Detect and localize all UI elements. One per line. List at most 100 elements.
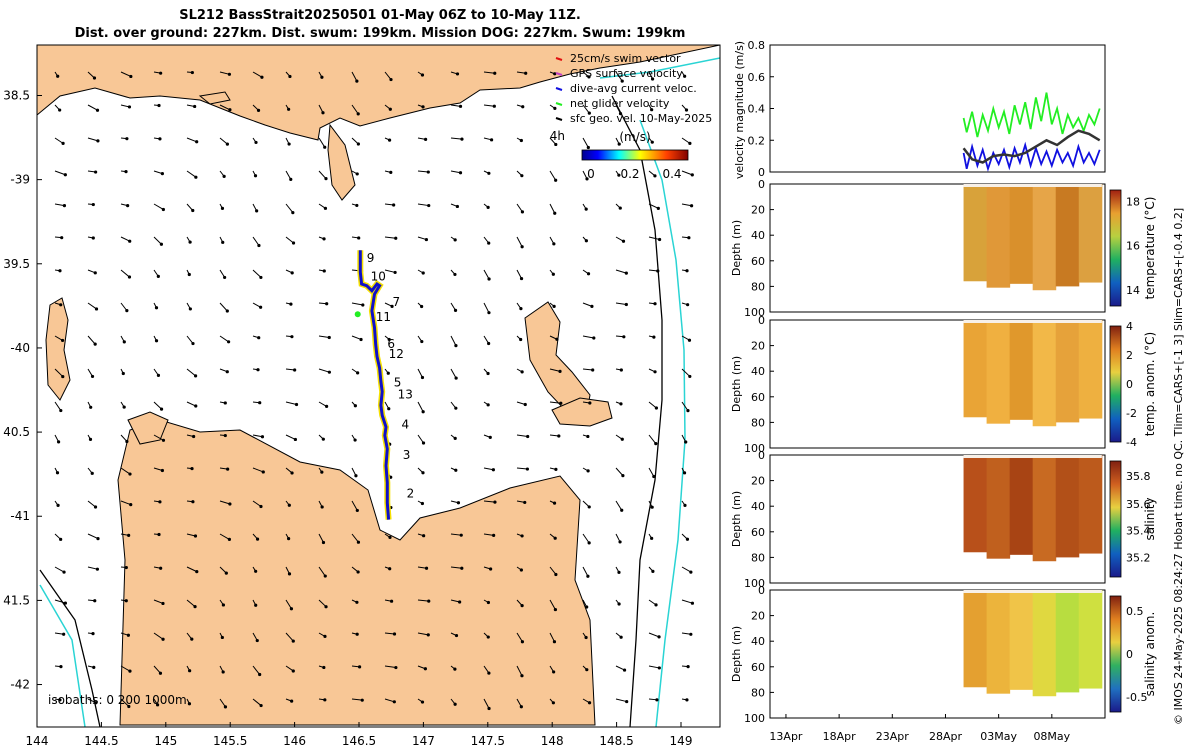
- depth-colorbar: [1109, 460, 1122, 578]
- current-arrowhead: [689, 204, 694, 208]
- current-arrowhead: [650, 140, 654, 144]
- track-label: 4: [402, 418, 410, 432]
- velocity-series-net-glider-velocity: [962, 92, 1101, 138]
- current-arrowhead: [487, 241, 491, 245]
- current-arrowhead: [650, 505, 654, 509]
- current-arrowhead: [426, 633, 430, 637]
- current-arrowhead: [652, 474, 656, 479]
- current-arrowhead: [226, 467, 230, 471]
- depth-ytick-label: 40: [751, 365, 765, 378]
- current-arrow: [186, 335, 194, 344]
- profile-section: [1009, 455, 1034, 555]
- current-arrowhead: [657, 666, 661, 670]
- current-arrowhead: [255, 537, 260, 541]
- current-arrowhead: [320, 470, 324, 474]
- current-arrowhead: [587, 505, 591, 509]
- current-arrowhead: [193, 374, 198, 378]
- current-arrowhead: [93, 599, 97, 603]
- current-arrowhead: [392, 632, 397, 636]
- current-arrow: [351, 335, 362, 340]
- current-arrowhead: [157, 532, 161, 537]
- current-arrowhead: [122, 340, 126, 344]
- current-arrowhead: [458, 600, 462, 604]
- current-arrowhead: [486, 371, 490, 376]
- velocity-ytick-label: 0.8: [748, 39, 766, 52]
- current-arrow: [252, 698, 262, 706]
- current-arrowhead: [650, 536, 654, 540]
- current-arrow: [681, 566, 692, 573]
- current-arrow: [153, 434, 164, 441]
- map-frame: [36, 44, 721, 728]
- current-arrowhead: [221, 670, 225, 674]
- current-arrowhead: [650, 108, 654, 112]
- current-arrowhead: [259, 703, 263, 708]
- map-xtick-label: 148.5: [599, 734, 633, 748]
- current-arrow: [285, 632, 294, 642]
- current-arrowhead: [356, 540, 361, 544]
- depth-colorbar: [1109, 325, 1122, 443]
- colorbar-tick-label: -0.5: [1126, 691, 1147, 704]
- current-arrow: [351, 500, 358, 511]
- current-arrowhead: [389, 77, 393, 82]
- current-arrowhead: [287, 503, 291, 507]
- current-arrowhead: [357, 665, 362, 669]
- current-arrowhead: [690, 173, 694, 177]
- current-arrowhead: [519, 307, 523, 311]
- colorbar-label: (m/s): [619, 130, 650, 144]
- phillip-island: [198, 91, 231, 105]
- current-arrowhead: [422, 534, 426, 538]
- chart-subtitle: Dist. over ground: 227km. Dist. swum: 19…: [74, 26, 686, 41]
- velocity-ytick-label: 0: [758, 166, 765, 179]
- current-arrow: [186, 368, 196, 377]
- profile-section: [1032, 320, 1057, 427]
- current-arrowhead: [126, 204, 130, 208]
- current-arrowhead: [551, 701, 555, 705]
- current-arrowhead: [458, 171, 463, 175]
- current-arrowhead: [327, 370, 331, 374]
- map-xtick-label: 148: [541, 734, 564, 748]
- current-arrow: [582, 566, 589, 577]
- current-arrowhead: [93, 342, 97, 346]
- track-label: 9: [367, 251, 375, 265]
- current-arrowhead: [228, 502, 232, 506]
- current-arrow: [54, 599, 66, 604]
- current-arrowhead: [129, 74, 133, 79]
- current-arrowhead: [127, 105, 132, 109]
- current-arrowhead: [654, 442, 658, 446]
- colorbar-title: salinity: [1143, 497, 1157, 540]
- current-arrowhead: [122, 405, 126, 409]
- current-arrow: [417, 170, 429, 173]
- current-arrowhead: [255, 638, 259, 643]
- current-arrowhead: [191, 500, 195, 504]
- current-arrowhead: [487, 171, 491, 175]
- current-arrowhead: [524, 71, 528, 75]
- profile-section: [1009, 184, 1034, 284]
- current-arrow: [582, 533, 590, 544]
- current-arrowhead: [158, 671, 163, 675]
- current-arrowhead: [683, 503, 687, 507]
- current-arrowhead: [160, 468, 164, 473]
- current-arrowhead: [256, 368, 260, 372]
- current-arrowhead: [657, 237, 662, 242]
- current-arrowhead: [60, 236, 64, 240]
- current-arrowhead: [455, 204, 459, 209]
- current-arrow: [384, 71, 392, 80]
- profile-section: [1078, 590, 1103, 689]
- current-arrowhead: [325, 404, 329, 408]
- current-arrow: [450, 533, 462, 536]
- current-arrowhead: [96, 139, 100, 143]
- current-arrowhead: [686, 409, 690, 413]
- current-arrow: [516, 467, 528, 470]
- current-arrow: [87, 335, 96, 345]
- current-arrow: [285, 434, 296, 440]
- current-arrowhead: [128, 669, 132, 673]
- current-arrow: [120, 71, 132, 77]
- current-arrowhead: [260, 75, 264, 79]
- current-arrow: [648, 236, 660, 240]
- profile-section: [986, 590, 1011, 694]
- current-arrowhead: [394, 236, 398, 240]
- current-arrowhead: [387, 337, 391, 342]
- current-arrow: [285, 203, 294, 213]
- current-arrow: [648, 203, 659, 209]
- current-arrowhead: [558, 369, 562, 373]
